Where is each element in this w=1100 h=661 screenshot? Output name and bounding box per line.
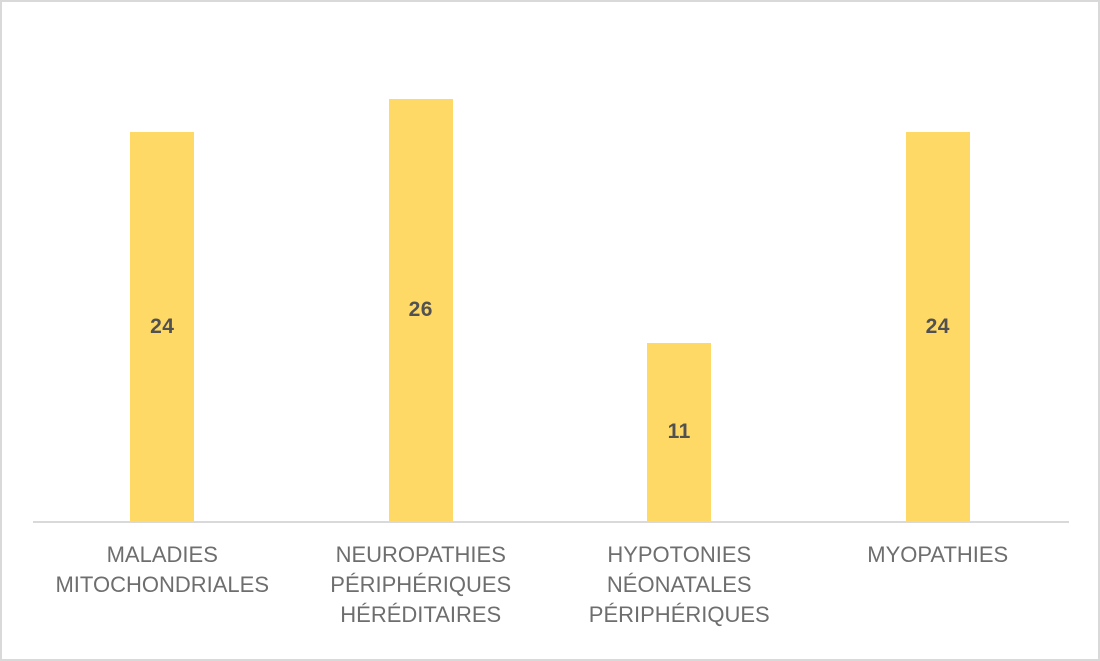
bar-value-label: 24 <box>925 314 950 338</box>
x-axis-tick-label: NEUROPATHIES PÉRIPHÉRIQUES HÉRÉDITAIRES <box>292 523 551 630</box>
x-axis-tick-label: MYOPATHIES <box>809 523 1068 630</box>
bar-value-label: 11 <box>667 420 691 443</box>
tick-label-line: PÉRIPHÉRIQUES <box>330 572 512 597</box>
plot-area: 24 26 11 24 <box>33 2 1067 521</box>
tick-label-line: HÉRÉDITAIRES <box>340 602 502 627</box>
bar-slot: 24 <box>809 2 1068 521</box>
bar-slot: 26 <box>292 2 551 521</box>
tick-label-line: HYPOTONIES <box>607 542 752 567</box>
tick-label-line: MYOPATHIES <box>867 542 1009 567</box>
bar: 11 <box>647 343 712 521</box>
bar: 24 <box>130 132 195 521</box>
x-axis-tick-labels: MALADIES MITOCHONDRIALES NEUROPATHIES PÉRIP… <box>33 523 1067 630</box>
tick-label-line: PÉRIPHÉRIQUES <box>588 602 770 627</box>
tick-label-line: MITOCHONDRIALES <box>55 572 269 597</box>
bar-slot: 24 <box>33 2 292 521</box>
bar-slot: 11 <box>550 2 809 521</box>
x-axis-tick-label: HYPOTONIES NÉONATALES PÉRIPHÉRIQUES <box>550 523 809 630</box>
bar-value-label: 26 <box>408 298 433 321</box>
x-axis-tick-label: MALADIES MITOCHONDRIALES <box>33 523 292 630</box>
bar-value-label: 24 <box>150 314 175 338</box>
x-axis-line <box>33 521 1069 523</box>
tick-label-line: MALADIES <box>106 542 218 567</box>
tick-label-line: NÉONATALES <box>606 572 752 597</box>
tick-label-line: NEUROPATHIES <box>335 542 506 567</box>
bar: 24 <box>905 132 970 521</box>
bar: 26 <box>388 99 453 521</box>
